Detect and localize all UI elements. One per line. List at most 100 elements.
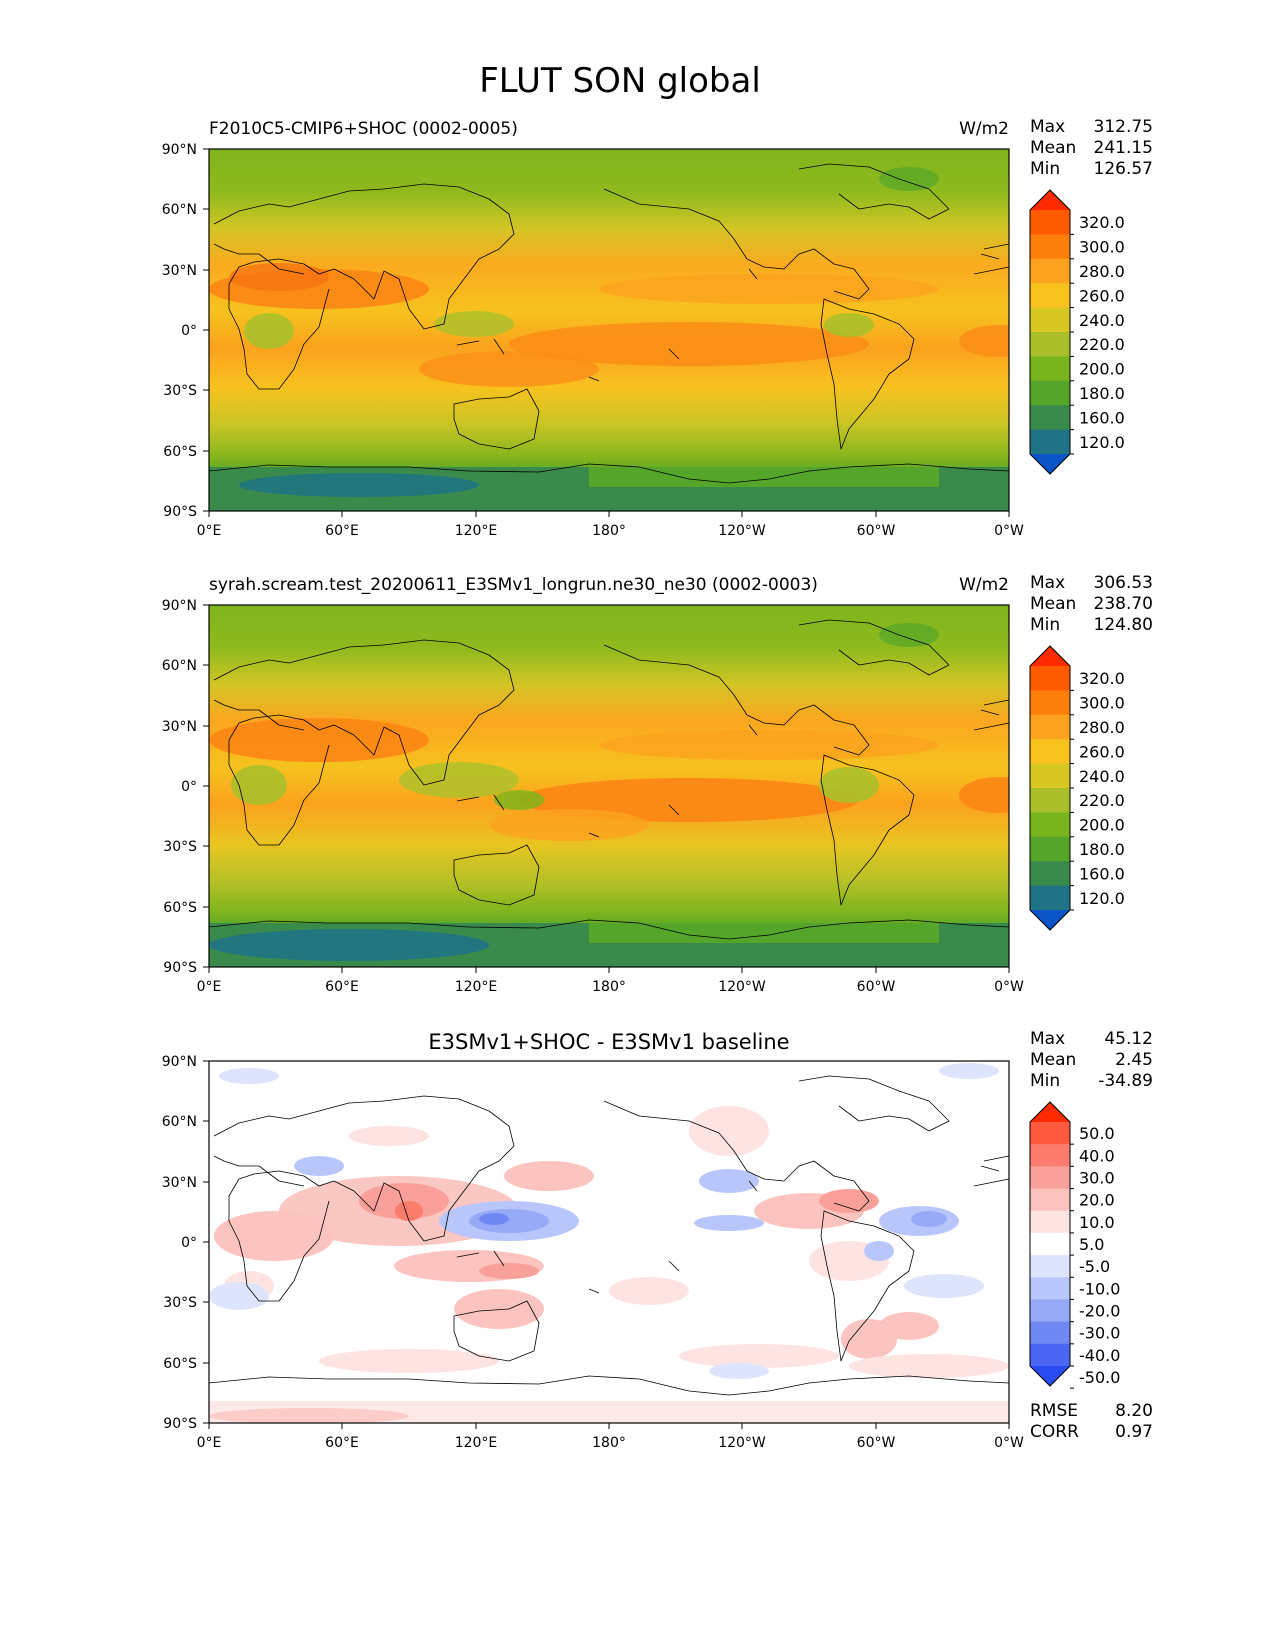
colorbar-tick-label: 280.0	[1079, 718, 1125, 737]
colorbar-segment	[1030, 1343, 1070, 1367]
lon-tick-label: 0°E	[197, 1435, 222, 1451]
colorbar-tick-label: 280.0	[1079, 262, 1125, 281]
colorbar-tick-label: 220.0	[1079, 335, 1125, 354]
colorbar-tick-label: 5.0	[1079, 1235, 1104, 1254]
stat-label: Mean	[1030, 1050, 1076, 1070]
colorbar-segment	[1030, 739, 1070, 765]
colorbar-tick-label: 120.0	[1079, 889, 1125, 908]
lat-tick-label: 90°N	[162, 1054, 197, 1070]
lat-axis: 90°N 60°N 30°N 0° 30°S 60°S 90°S	[162, 142, 209, 520]
lat-tick-label: 60°S	[163, 444, 197, 460]
colorbar-tick-label: 300.0	[1079, 694, 1125, 713]
colorbar-tick-label: 50.0	[1079, 1124, 1115, 1143]
lon-tick-label: 0°E	[197, 979, 222, 995]
lon-tick-label: 60°W	[857, 523, 896, 539]
lon-tick-label: 120°W	[718, 1435, 766, 1451]
colorbar-tick-label: 200.0	[1079, 360, 1125, 379]
colorbar-1: 320.0 300.0 280.0 260.0 240.0 220.0 200.0 180.0…	[1029, 189, 1125, 475]
panel-title: F2010C5-CMIP6+SHOC (0002-0005)	[209, 119, 518, 139]
colorbar-tick-label: 320.0	[1079, 213, 1125, 232]
colorbar-segment	[1030, 836, 1070, 862]
colorbar-2: 320.0 300.0 280.0 260.0 240.0 220.0 200.0 180.0…	[1029, 645, 1125, 931]
stat-mean: 241.15	[1094, 138, 1153, 158]
stat-max: 45.12	[1104, 1029, 1153, 1049]
colorbar-segment	[1030, 1166, 1070, 1190]
lon-tick-label: 60°W	[857, 979, 896, 995]
colorbar-tick-label: 40.0	[1079, 1146, 1115, 1165]
lon-tick-label: 60°E	[325, 979, 359, 995]
colorbar-extend-max	[1030, 646, 1070, 666]
lon-tick-label: 0°W	[994, 523, 1024, 539]
colorbar-extend-max	[1030, 190, 1070, 210]
figure-title: FLUT SON global	[479, 61, 761, 101]
stat-min: 126.57	[1094, 159, 1153, 179]
stat-label: Min	[1030, 159, 1060, 179]
colorbar-segment	[1030, 405, 1070, 431]
lat-axis: 90°N 60°N 30°N 0° 30°S 60°S 90°S	[162, 1054, 209, 1432]
panel-title: E3SMv1+SHOC - E3SMv1 baseline	[428, 1030, 789, 1054]
colorbar-tick-label: 200.0	[1079, 816, 1125, 835]
coastlines	[208, 619, 1010, 940]
stat-rmse: 8.20	[1115, 1401, 1153, 1421]
lon-tick-label: 120°W	[718, 523, 766, 539]
stat-label: RMSE	[1030, 1401, 1078, 1421]
lon-tick-label: 180°	[592, 1435, 626, 1451]
stats-2: Max 306.53 Mean 238.70 Min 124.80	[1030, 573, 1153, 635]
panel-units: W/m2	[959, 119, 1009, 139]
colorbar-tick-label: -40.0	[1079, 1346, 1120, 1365]
colorbar-tick-label: 300.0	[1079, 238, 1125, 257]
lat-tick-label: 60°N	[162, 1114, 197, 1130]
stat-label: Min	[1030, 615, 1060, 635]
colorbar-tick-label: 220.0	[1079, 791, 1125, 810]
colorbar-segment	[1030, 666, 1070, 691]
colorbar-extend-min	[1030, 454, 1070, 474]
colorbar-segment	[1030, 714, 1070, 740]
colorbar-3: 50.0 40.0 30.0 20.0 10.0 5.0 -5.0 -10.0 -20.0 -30…	[1029, 1101, 1120, 1389]
colorbar-tick-label: -5.0	[1079, 1257, 1110, 1276]
colorbar-segment	[1030, 690, 1070, 716]
colorbar-tick-label: 20.0	[1079, 1191, 1115, 1210]
colorbar-extend-max	[1030, 1102, 1070, 1122]
colorbar-tick-label: 180.0	[1079, 384, 1125, 403]
colorbar-tick-label: 10.0	[1079, 1213, 1115, 1232]
colorbar-segment	[1030, 885, 1070, 911]
lat-tick-label: 60°S	[163, 1356, 197, 1372]
stat-label: Mean	[1030, 594, 1076, 614]
colorbar-segment	[1030, 234, 1070, 260]
stat-mean: 2.45	[1115, 1050, 1153, 1070]
lon-axis: 0°E 60°E 120°E 180° 120°W 60°W 0°W	[197, 967, 1024, 995]
lat-tick-label: 60°N	[162, 658, 197, 674]
colorbar-segment	[1030, 332, 1070, 357]
lon-tick-label: 120°E	[455, 979, 498, 995]
stat-label: CORR	[1030, 1422, 1079, 1442]
lat-tick-label: 30°S	[163, 839, 197, 855]
colorbar-segment	[1030, 788, 1070, 813]
colorbar-segment	[1030, 1188, 1070, 1212]
colorbar-tick-label: -20.0	[1079, 1302, 1120, 1321]
colorbar-segment	[1030, 812, 1070, 838]
colorbar-segment	[1030, 1321, 1070, 1345]
colorbar-segment	[1030, 1122, 1070, 1145]
colorbar-tick-label: 260.0	[1079, 742, 1125, 761]
lon-tick-label: 120°W	[718, 979, 766, 995]
stat-max: 312.75	[1094, 117, 1153, 137]
colorbar-segment	[1030, 1277, 1070, 1300]
lon-tick-label: 180°	[592, 523, 626, 539]
stat-min: 124.80	[1094, 615, 1153, 635]
colorbar-segment	[1030, 1299, 1070, 1323]
colorbar-segment	[1030, 1210, 1070, 1234]
stat-mean: 238.70	[1094, 594, 1153, 614]
colorbar-tick-label: -30.0	[1079, 1324, 1120, 1343]
colorbar-segment	[1030, 1255, 1070, 1278]
lon-tick-label: 60°E	[325, 1435, 359, 1451]
lat-tick-label: 30°N	[162, 1175, 197, 1191]
colorbar-tick-label: -10.0	[1079, 1279, 1120, 1298]
colorbar-segment	[1030, 1232, 1070, 1256]
lat-tick-label: 60°N	[162, 202, 197, 218]
colorbar-tick-label: -50.0	[1079, 1368, 1120, 1387]
lon-axis: 0°E 60°E 120°E 180° 120°W 60°W 0°W	[197, 1423, 1024, 1451]
panel-1: F2010C5-CMIP6+SHOC (0002-0005) W/m2	[162, 119, 1024, 539]
panel-2: syrah.scream.test_20200611_E3SMv1_longru…	[162, 575, 1024, 995]
lon-tick-label: 180°	[592, 979, 626, 995]
